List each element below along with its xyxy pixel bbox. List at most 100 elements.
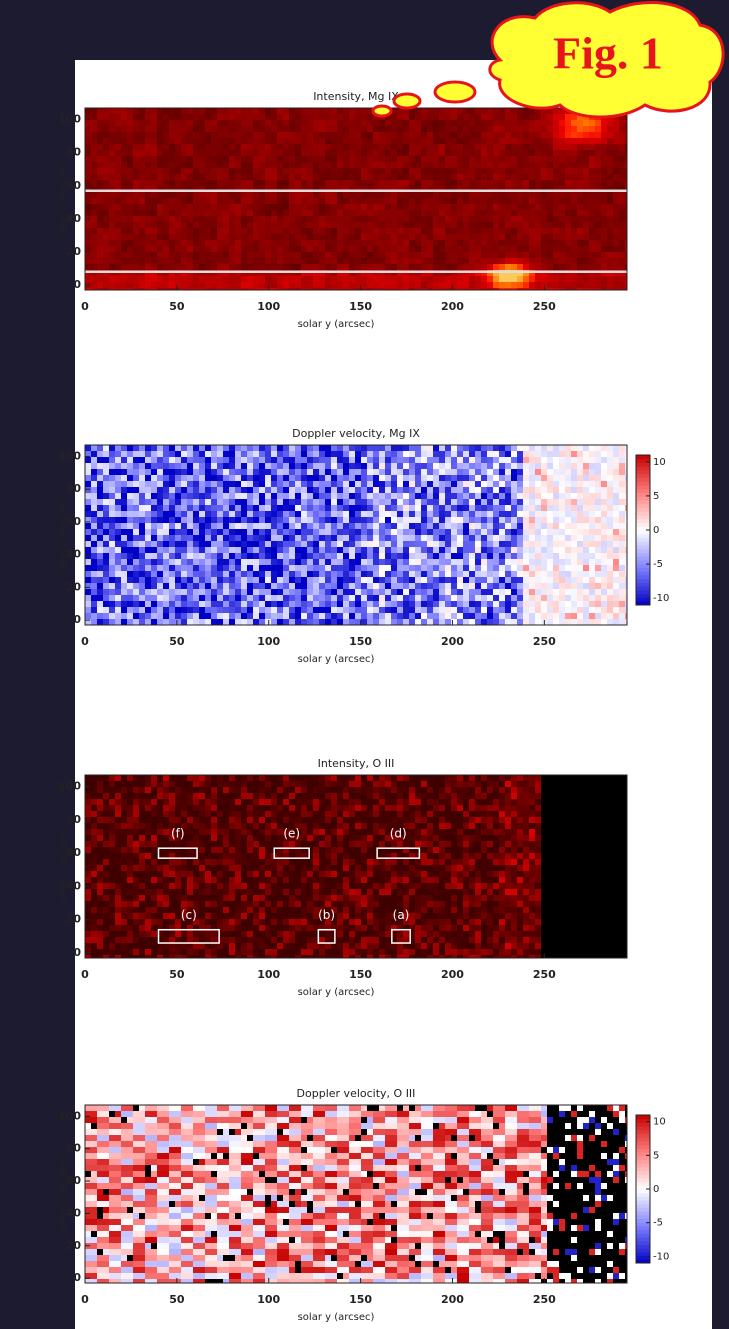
heatmap-cell — [295, 150, 301, 156]
heatmap-cell — [325, 132, 331, 138]
heatmap-cell — [589, 210, 595, 216]
heatmap-cell — [121, 258, 127, 264]
heatmap-cell — [337, 198, 343, 204]
heatmap-cell — [181, 276, 187, 282]
heatmap-cell — [355, 174, 361, 180]
heatmap-cell — [157, 174, 163, 180]
heatmap-cell — [103, 583, 109, 589]
heatmap-cell — [121, 493, 127, 499]
heatmap-cell — [451, 132, 457, 138]
heatmap-cell — [535, 138, 541, 144]
heatmap-cell — [361, 234, 367, 240]
heatmap-cell — [307, 222, 313, 228]
heatmap-cell — [175, 234, 181, 240]
heatmap-cell — [169, 541, 175, 547]
heatmap-cell — [253, 174, 259, 180]
heatmap-cell — [277, 463, 283, 469]
heatmap-cell — [331, 234, 337, 240]
heatmap-cell — [229, 511, 235, 517]
heatmap-cell — [145, 583, 151, 589]
heatmap-cell — [91, 469, 97, 475]
heatmap-cell — [205, 559, 211, 565]
x-tick-label: 200 — [441, 300, 464, 313]
heatmap-cell — [343, 565, 349, 571]
heatmap-cell — [337, 565, 343, 571]
heatmap-cell — [493, 246, 499, 252]
heatmap-cell — [367, 210, 373, 216]
heatmap-cell — [139, 451, 145, 457]
heatmap-cell — [463, 475, 469, 481]
heatmap-cell — [121, 228, 127, 234]
heatmap-cell — [619, 234, 625, 240]
heatmap-cell — [157, 499, 163, 505]
heatmap-cell — [493, 463, 499, 469]
heatmap-cell — [325, 481, 331, 487]
heatmap-cell — [385, 613, 391, 619]
heatmap-cell — [115, 613, 121, 619]
heatmap-cell — [133, 222, 139, 228]
heatmap-cell — [133, 457, 139, 463]
heatmap-cell — [355, 126, 361, 132]
heatmap-cell — [301, 222, 307, 228]
heatmap-cell — [241, 607, 247, 613]
heatmap-cell — [259, 589, 265, 595]
heatmap-cell — [127, 216, 133, 222]
heatmap-cell — [469, 174, 475, 180]
heatmap-cell — [403, 264, 409, 270]
heatmap-cell — [559, 120, 565, 126]
heatmap-cell — [427, 619, 433, 625]
heatmap-cell — [85, 553, 91, 559]
heatmap-cell — [253, 156, 259, 162]
heatmap-cell — [127, 114, 133, 120]
heatmap-cell — [469, 595, 475, 601]
heatmap-cell — [151, 493, 157, 499]
heatmap-cell — [301, 150, 307, 156]
heatmap-cell — [157, 487, 163, 493]
heatmap-cell — [445, 583, 451, 589]
heatmap-cell — [481, 493, 487, 499]
heatmap-cell — [463, 469, 469, 475]
heatmap-cell — [229, 607, 235, 613]
heatmap-cell — [193, 529, 199, 535]
heatmap-cell — [361, 451, 367, 457]
heatmap-cell — [469, 487, 475, 493]
heatmap-cell — [109, 114, 115, 120]
heatmap-cell — [445, 192, 451, 198]
heatmap-cell — [391, 589, 397, 595]
heatmap-cell — [547, 216, 553, 222]
heatmap-cell — [349, 493, 355, 499]
heatmap-cell — [127, 451, 133, 457]
heatmap-cell — [523, 144, 529, 150]
heatmap-cell — [211, 457, 217, 463]
heatmap-cell — [349, 445, 355, 451]
heatmap-cell — [259, 282, 265, 288]
heatmap-cell — [145, 144, 151, 150]
heatmap-cell — [391, 228, 397, 234]
heatmap-cell — [157, 210, 163, 216]
heatmap-cell — [469, 505, 475, 511]
heatmap-cell — [397, 613, 403, 619]
heatmap-cell — [421, 481, 427, 487]
heatmap-cell — [499, 108, 505, 114]
heatmap-cell — [379, 571, 385, 577]
heatmap-cell — [619, 240, 625, 246]
heatmap-cell — [247, 228, 253, 234]
heatmap-cell — [157, 517, 163, 523]
heatmap-cell — [457, 571, 463, 577]
heatmap-cell — [319, 535, 325, 541]
heatmap-cell — [193, 114, 199, 120]
heatmap-cell — [259, 168, 265, 174]
heatmap-cell — [121, 589, 127, 595]
heatmap-cell — [253, 222, 259, 228]
heatmap-cell — [259, 451, 265, 457]
heatmap-cell — [403, 138, 409, 144]
heatmap-image — [85, 445, 627, 625]
heatmap-cell — [277, 511, 283, 517]
heatmap-cell — [355, 252, 361, 258]
heatmap-cell — [277, 553, 283, 559]
heatmap-cell — [253, 535, 259, 541]
heatmap-cell — [367, 132, 373, 138]
heatmap-cell — [583, 120, 589, 126]
heatmap-cell — [259, 126, 265, 132]
heatmap-cell — [349, 463, 355, 469]
